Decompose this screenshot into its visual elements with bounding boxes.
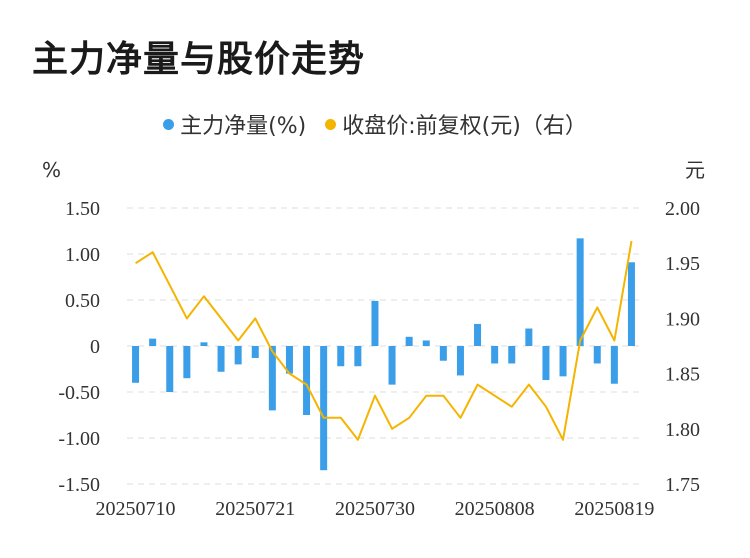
bar (200, 342, 208, 346)
left-tick-label: -1.50 (58, 474, 100, 496)
bar (627, 262, 635, 346)
bar (183, 346, 191, 379)
legend: 主力净量(%) 收盘价:前复权(元)（右） (0, 108, 750, 140)
bar (542, 346, 550, 381)
right-axis-ticks: 2.00 1.95 1.90 1.85 1.80 1.75 (665, 198, 700, 496)
bar (354, 346, 362, 367)
bar (132, 346, 140, 383)
close-price-line (135, 240, 633, 441)
bar (491, 346, 499, 364)
left-tick-label: -0.50 (58, 382, 100, 404)
gridlines (127, 207, 640, 485)
right-tick-label: 1.85 (665, 364, 700, 386)
bar (234, 346, 242, 365)
legend-line-marker (325, 118, 337, 130)
legend-item-main-net[interactable]: 主力净量(%) (163, 108, 306, 140)
left-tick-label: 0 (90, 336, 100, 358)
left-axis-unit: % (42, 158, 61, 182)
right-axis-unit: 元 (685, 158, 705, 182)
left-tick-label: 0.50 (65, 290, 100, 312)
x-tick-label: 20250710 (96, 498, 176, 520)
bar (439, 346, 447, 361)
bar (388, 346, 396, 385)
bar (593, 346, 601, 364)
left-axis-ticks: 1.50 1.00 0.50 0 -0.50 -1.00 -1.50 (58, 198, 100, 496)
x-tick-label: 20250819 (574, 498, 654, 520)
bar (166, 346, 174, 392)
bar (405, 336, 413, 346)
bar (268, 346, 276, 411)
chart-title: 主力净量与股价走势 (32, 39, 366, 80)
left-tick-label: 1.00 (65, 244, 100, 266)
right-tick-label: 1.90 (665, 308, 700, 330)
bar (559, 346, 567, 377)
legend-item-close-price[interactable]: 收盘价:前复权(元)（右） (325, 108, 587, 140)
right-tick-label: 2.00 (665, 198, 700, 220)
left-tick-label: 1.50 (65, 198, 100, 220)
line-series (135, 240, 633, 441)
x-tick-label: 20250721 (215, 498, 295, 520)
bar (610, 346, 618, 384)
bar (251, 346, 259, 358)
bar (320, 346, 328, 471)
bar (508, 346, 516, 364)
x-tick-label: 20250808 (455, 498, 535, 520)
bar (474, 323, 482, 346)
bar (576, 238, 584, 346)
bar (456, 346, 464, 376)
bar (371, 300, 379, 346)
bar (337, 346, 345, 367)
bar-series (132, 238, 635, 471)
legend-bar-marker (163, 118, 175, 130)
bar (149, 338, 157, 346)
x-tick-label: 20250730 (335, 498, 415, 520)
left-tick-label: -1.00 (58, 428, 100, 450)
bar (422, 340, 430, 346)
right-tick-label: 1.95 (665, 253, 700, 275)
legend-label-main-net: 主力净量(%) (180, 114, 307, 139)
bar (525, 328, 533, 346)
right-tick-label: 1.80 (665, 419, 700, 441)
bar (303, 346, 311, 415)
bar (217, 346, 225, 372)
x-axis-ticks: 20250710 20250721 20250730 20250808 20250819 (96, 498, 655, 520)
right-tick-label: 1.75 (665, 474, 700, 496)
bar (285, 346, 293, 374)
legend-label-close-price: 收盘价:前复权(元)（右） (342, 114, 587, 139)
